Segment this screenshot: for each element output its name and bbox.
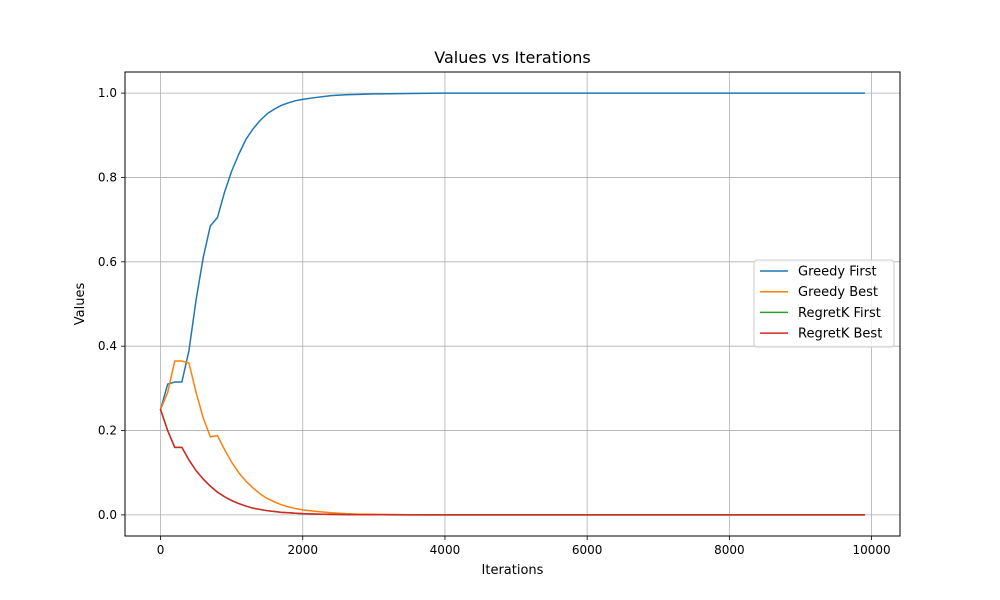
y-tick-label: 0.4 <box>98 339 117 353</box>
plot-frame <box>124 71 901 537</box>
y-tick-label: 0.8 <box>98 170 117 184</box>
legend-box <box>753 259 895 348</box>
x-tick-label: 10000 <box>852 543 890 557</box>
y-axis-ticks: 0.0 0.2 0.4 0.6 0.8 1.0 <box>98 86 125 522</box>
x-axis-label: Iterations <box>482 563 544 578</box>
x-tick-label: 6000 <box>572 543 603 557</box>
legend: Greedy First Greedy Best RegretK First Regr… <box>753 259 895 348</box>
y-tick-label: 0.6 <box>98 255 117 269</box>
x-tick-label: 8000 <box>714 543 745 557</box>
x-tick-label: 2000 <box>287 543 318 557</box>
legend-label-regretk-first: RegretK First <box>798 306 881 321</box>
legend-label-greedy-first: Greedy First <box>798 265 877 280</box>
series-line-greedy-first <box>159 92 866 411</box>
legend-label-greedy-best: Greedy Best <box>798 285 878 300</box>
x-tick-label: 4000 <box>430 543 461 557</box>
x-axis-ticks: 0 2000 4000 6000 8000 10000 <box>157 536 891 557</box>
series-line-regretk-best <box>159 408 866 516</box>
y-tick-label: 1.0 <box>98 86 117 100</box>
x-tick-label: 0 <box>157 543 165 557</box>
legend-label-regretk-best: RegretK Best <box>798 327 882 342</box>
chart-title: Values vs Iterations <box>434 48 590 67</box>
y-tick-label: 0.0 <box>98 508 117 522</box>
y-tick-label: 0.2 <box>98 424 117 438</box>
y-axis-label: Values <box>73 283 88 326</box>
series-lines <box>159 92 866 516</box>
